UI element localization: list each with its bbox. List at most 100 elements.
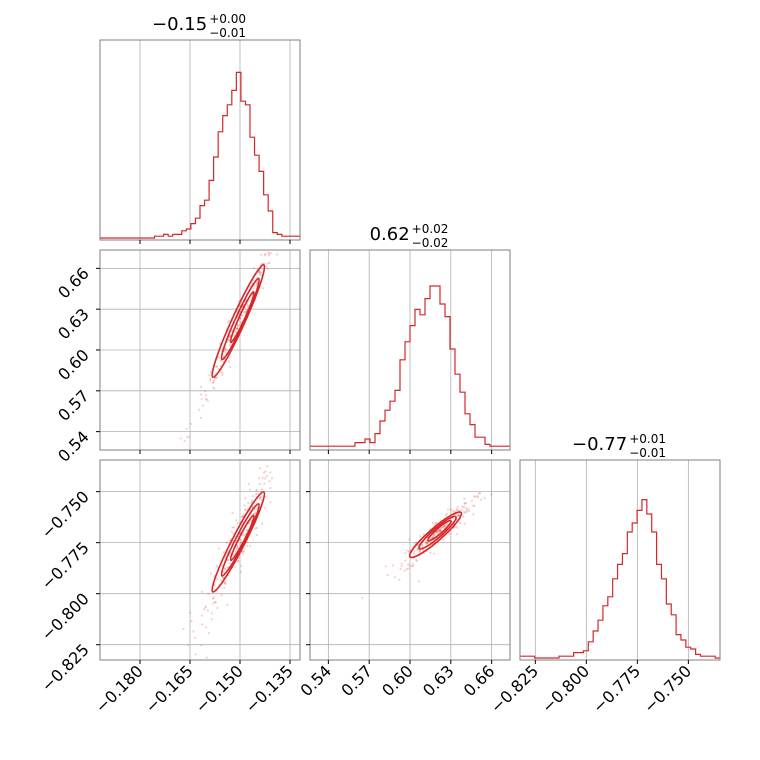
sample-point	[227, 360, 231, 363]
sample-point	[212, 575, 216, 578]
sample-point	[186, 644, 189, 647]
hist-panel-1	[309, 249, 511, 454]
sample-point	[234, 329, 237, 332]
sample-point	[210, 618, 213, 621]
sample-point	[463, 497, 466, 500]
sample-point	[254, 282, 258, 285]
sample-point	[439, 529, 443, 532]
sample-point	[234, 550, 237, 553]
contour-level-1	[418, 515, 457, 550]
sample-point	[220, 594, 223, 597]
sample-point	[236, 545, 239, 548]
sample-point	[463, 522, 467, 525]
sample-point	[236, 327, 239, 330]
contour-level-0	[211, 491, 266, 593]
y-tick-label: −0.800	[38, 589, 93, 644]
sample-point	[266, 267, 269, 271]
sample-point	[228, 356, 231, 359]
sample-point	[254, 527, 257, 530]
sample-point	[473, 504, 476, 508]
sample-point	[442, 525, 445, 529]
sample-point	[271, 477, 274, 480]
y-tick-label: 0.66	[54, 264, 93, 303]
sample-point	[198, 408, 201, 411]
sample-point	[433, 532, 436, 536]
sample-point	[439, 529, 442, 532]
sample-point	[209, 572, 213, 575]
x-tick-label: 0.57	[337, 661, 376, 700]
sample-point	[215, 365, 218, 369]
sample-point	[216, 606, 219, 610]
sample-point	[236, 559, 239, 563]
sample-point	[260, 498, 263, 502]
sample-point	[251, 281, 254, 284]
sample-point	[188, 435, 191, 438]
sample-point	[420, 546, 423, 549]
sample-point	[253, 512, 257, 515]
sample-point	[255, 533, 258, 537]
title-minus: −0.01	[209, 26, 246, 40]
sample-point	[448, 532, 451, 535]
sample-point	[235, 327, 238, 331]
histogram-series-2	[520, 499, 720, 659]
sample-point	[201, 623, 204, 626]
sample-point	[223, 568, 227, 571]
sample-point	[465, 506, 468, 510]
sample-point	[269, 252, 272, 255]
sample-point	[465, 501, 468, 505]
sample-point	[472, 504, 475, 507]
sample-point	[224, 347, 227, 350]
sample-point	[228, 562, 231, 565]
sample-point	[247, 482, 250, 486]
sample-point	[241, 550, 244, 553]
panel-frame	[99, 459, 301, 661]
sample-point	[215, 564, 218, 568]
sample-point	[265, 265, 268, 268]
sample-point	[439, 529, 442, 532]
sample-point	[206, 399, 209, 402]
sample-point	[239, 317, 242, 320]
sample-point	[199, 416, 202, 419]
sample-point	[213, 387, 216, 390]
sample-point	[264, 470, 267, 473]
sample-point	[415, 558, 418, 561]
sample-point	[232, 532, 235, 535]
contour-level-2	[229, 290, 255, 344]
sample-point	[226, 321, 230, 324]
sample-point	[264, 507, 267, 510]
sample-point	[436, 532, 439, 535]
sample-point	[418, 549, 421, 552]
title-plus: +0.01	[629, 432, 666, 446]
title-plus: +0.00	[209, 12, 246, 26]
sample-point	[228, 366, 232, 369]
sample-point	[212, 386, 215, 389]
sample-point	[213, 584, 216, 587]
sample-point	[204, 398, 207, 401]
sample-point	[419, 535, 422, 538]
sample-point	[258, 270, 262, 273]
sample-point	[218, 342, 222, 345]
sample-point	[464, 511, 467, 514]
sample-point	[219, 365, 222, 368]
sample-point	[243, 504, 246, 507]
title-minus: −0.01	[629, 446, 666, 460]
title-value: −0.15	[152, 14, 207, 35]
y-tick-label: 0.57	[54, 386, 93, 425]
sample-point	[212, 602, 215, 605]
sample-point	[223, 582, 227, 585]
sample-point	[425, 542, 428, 545]
sample-point	[465, 510, 469, 513]
scatter-panel-1-2	[306, 459, 511, 664]
sample-point	[455, 532, 458, 536]
sample-point	[445, 512, 448, 515]
sample-point	[386, 573, 389, 577]
sample-point	[241, 552, 244, 555]
title-minus: −0.02	[412, 236, 449, 250]
x-tick-label: −0.135	[242, 661, 297, 716]
sample-point	[465, 508, 468, 512]
sample-point	[453, 510, 456, 513]
sample-point	[408, 564, 412, 567]
sample-point	[467, 507, 470, 510]
sample-point	[211, 597, 215, 600]
sample-point	[200, 644, 203, 647]
